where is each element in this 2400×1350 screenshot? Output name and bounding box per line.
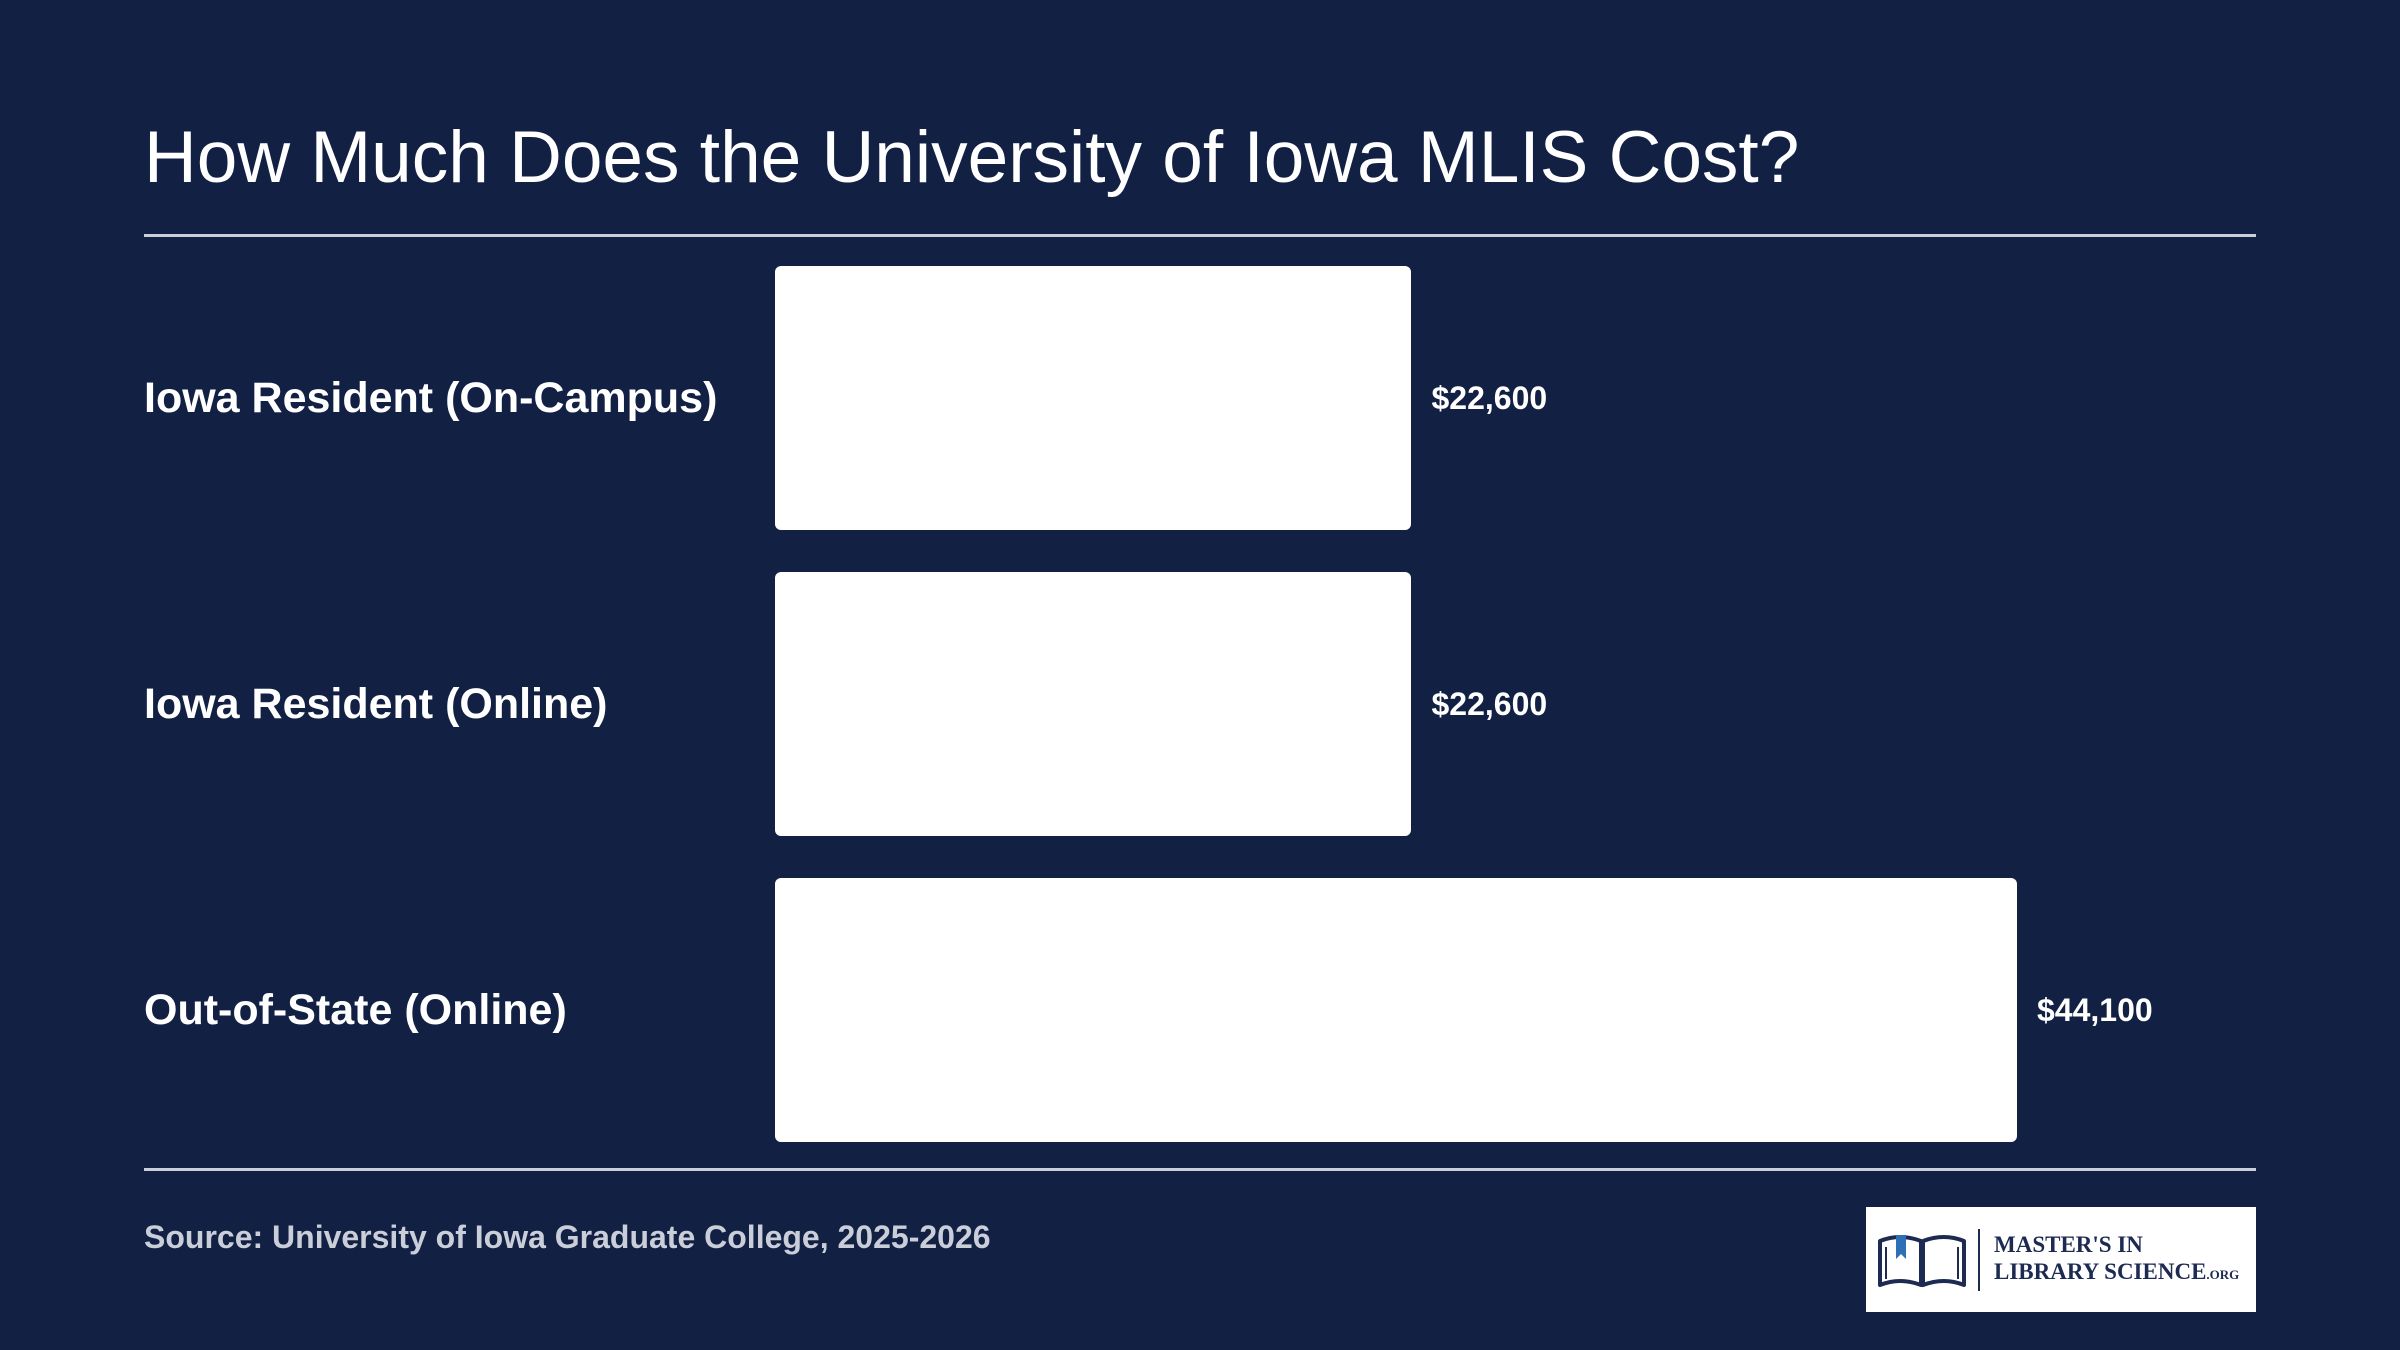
logo-line-2-text: LIBRARY SCIENCE [1994, 1259, 2207, 1284]
logo-line-1: MASTER'S IN [1994, 1232, 2143, 1257]
bar [775, 266, 1412, 530]
logo-divider [1978, 1228, 1980, 1291]
bottom-divider [144, 1168, 2256, 1171]
site-logo: MASTER'S IN LIBRARY SCIENCE.ORG [1866, 1207, 2256, 1312]
bar [775, 572, 1412, 836]
bar-row: Iowa Resident (On-Campus) $22,600 [144, 266, 2256, 530]
bar-row: Iowa Resident (Online) $22,600 [144, 572, 2256, 836]
value-label: $22,600 [1431, 686, 1548, 722]
open-book-icon [1878, 1234, 1966, 1287]
bar [775, 878, 2017, 1142]
category-label: Out-of-State (Online) [144, 986, 567, 1034]
category-label: Iowa Resident (Online) [144, 680, 608, 728]
category-label: Iowa Resident (On-Campus) [144, 374, 718, 422]
value-label: $22,600 [1431, 380, 1548, 416]
value-label: $44,100 [2037, 992, 2153, 1028]
logo-wordmark: MASTER'S IN LIBRARY SCIENCE.ORG [1994, 1231, 2239, 1288]
top-divider [144, 234, 2256, 237]
source-note: Source: University of Iowa Graduate Coll… [144, 1219, 991, 1255]
bar-row: Out-of-State (Online) $44,100 [144, 878, 2256, 1142]
chart-title: How Much Does the University of Iowa MLI… [144, 117, 1800, 198]
logo-line-2: LIBRARY SCIENCE.ORG [1994, 1258, 2239, 1288]
logo-suffix: .ORG [2206, 1267, 2240, 1282]
